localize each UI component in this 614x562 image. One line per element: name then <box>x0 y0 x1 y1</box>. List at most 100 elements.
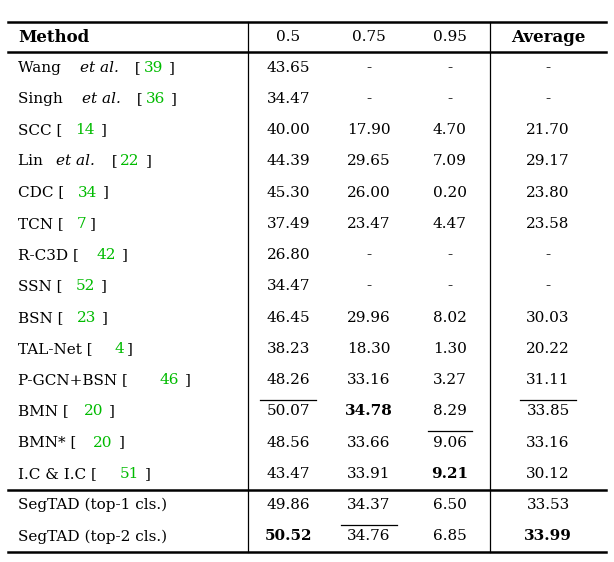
Text: 48.56: 48.56 <box>266 436 310 450</box>
Text: [: [ <box>132 92 143 106</box>
Text: ]: ] <box>103 185 109 200</box>
Text: 9.21: 9.21 <box>431 467 468 481</box>
Text: Lin: Lin <box>18 155 48 169</box>
Text: 43.47: 43.47 <box>266 467 310 481</box>
Text: 36: 36 <box>146 92 165 106</box>
Text: 40.00: 40.00 <box>266 123 310 137</box>
Text: -: - <box>447 248 453 262</box>
Text: SCC [: SCC [ <box>18 123 63 137</box>
Text: Average: Average <box>511 29 585 46</box>
Text: 29.65: 29.65 <box>347 155 391 169</box>
Text: 34: 34 <box>78 185 97 200</box>
Text: 43.65: 43.65 <box>266 61 310 75</box>
Text: SSN [: SSN [ <box>18 279 63 293</box>
Text: 34.47: 34.47 <box>266 279 310 293</box>
Text: 33.99: 33.99 <box>524 529 572 543</box>
Text: 0.75: 0.75 <box>352 30 386 44</box>
Text: ]: ] <box>101 123 106 137</box>
Text: 23.80: 23.80 <box>526 185 570 200</box>
Text: 6.85: 6.85 <box>433 529 467 543</box>
Text: 45.30: 45.30 <box>266 185 310 200</box>
Text: 0.20: 0.20 <box>433 185 467 200</box>
Text: BSN [: BSN [ <box>18 311 63 325</box>
Text: 48.26: 48.26 <box>266 373 310 387</box>
Text: 38.23: 38.23 <box>266 342 310 356</box>
Text: Method: Method <box>18 29 89 46</box>
Text: -: - <box>545 61 551 75</box>
Text: ]: ] <box>146 155 152 169</box>
Text: 39: 39 <box>144 61 163 75</box>
Text: 34.78: 34.78 <box>345 405 393 418</box>
Text: ]: ] <box>119 436 125 450</box>
Text: et al.: et al. <box>80 61 119 75</box>
Text: 8.29: 8.29 <box>433 405 467 418</box>
Text: et al.: et al. <box>56 155 95 169</box>
Text: 33.16: 33.16 <box>348 373 391 387</box>
Text: 51: 51 <box>120 467 139 481</box>
Text: ]: ] <box>169 61 174 75</box>
Text: [: [ <box>130 61 141 75</box>
Text: 0.5: 0.5 <box>276 30 300 44</box>
Text: 18.30: 18.30 <box>348 342 391 356</box>
Text: -: - <box>545 92 551 106</box>
Text: -: - <box>367 248 371 262</box>
Text: TCN [: TCN [ <box>18 217 64 231</box>
Text: 1.30: 1.30 <box>433 342 467 356</box>
Text: TAL-Net [: TAL-Net [ <box>18 342 93 356</box>
Text: 23.47: 23.47 <box>348 217 391 231</box>
Text: 29.17: 29.17 <box>526 155 570 169</box>
Text: ]: ] <box>127 342 133 356</box>
Text: 52: 52 <box>76 279 95 293</box>
Text: 9.06: 9.06 <box>433 436 467 450</box>
Text: 4.47: 4.47 <box>433 217 467 231</box>
Text: 50.07: 50.07 <box>266 405 310 418</box>
Text: [: [ <box>107 155 117 169</box>
Text: ]: ] <box>185 373 191 387</box>
Text: 22: 22 <box>120 155 140 169</box>
Text: 23: 23 <box>77 311 96 325</box>
Text: 44.39: 44.39 <box>266 155 310 169</box>
Text: 26.00: 26.00 <box>347 185 391 200</box>
Text: 50.52: 50.52 <box>265 529 312 543</box>
Text: 14: 14 <box>76 123 95 137</box>
Text: -: - <box>367 279 371 293</box>
Text: 33.16: 33.16 <box>526 436 570 450</box>
Text: Wang: Wang <box>18 61 66 75</box>
Text: I.C & I.C [: I.C & I.C [ <box>18 467 97 481</box>
Text: 20.22: 20.22 <box>526 342 570 356</box>
Text: -: - <box>367 92 371 106</box>
Text: 31.11: 31.11 <box>526 373 570 387</box>
Text: 20: 20 <box>93 436 113 450</box>
Text: 34.47: 34.47 <box>266 92 310 106</box>
Text: 46.45: 46.45 <box>266 311 310 325</box>
Text: ]: ] <box>90 217 95 231</box>
Text: -: - <box>447 279 453 293</box>
Text: 4.70: 4.70 <box>433 123 467 137</box>
Text: 30.12: 30.12 <box>526 467 570 481</box>
Text: 21.70: 21.70 <box>526 123 570 137</box>
Text: 6.50: 6.50 <box>433 498 467 512</box>
Text: 26.80: 26.80 <box>266 248 310 262</box>
Text: 23.58: 23.58 <box>526 217 570 231</box>
Text: 3.27: 3.27 <box>433 373 467 387</box>
Text: -: - <box>367 61 371 75</box>
Text: ]: ] <box>145 467 150 481</box>
Text: SegTAD (top-1 cls.): SegTAD (top-1 cls.) <box>18 498 167 513</box>
Text: ]: ] <box>109 405 115 418</box>
Text: 42: 42 <box>96 248 116 262</box>
Text: 7: 7 <box>77 217 87 231</box>
Text: 0.95: 0.95 <box>433 30 467 44</box>
Text: ]: ] <box>171 92 177 106</box>
Text: 4: 4 <box>114 342 124 356</box>
Text: Singh: Singh <box>18 92 68 106</box>
Text: ]: ] <box>102 311 107 325</box>
Text: P-GCN+BSN [: P-GCN+BSN [ <box>18 373 128 387</box>
Text: ]: ] <box>101 279 106 293</box>
Text: ]: ] <box>122 248 128 262</box>
Text: 8.02: 8.02 <box>433 311 467 325</box>
Text: R-C3D [: R-C3D [ <box>18 248 79 262</box>
Text: 33.91: 33.91 <box>348 467 391 481</box>
Text: 46: 46 <box>160 373 179 387</box>
Text: -: - <box>447 92 453 106</box>
Text: 33.66: 33.66 <box>348 436 391 450</box>
